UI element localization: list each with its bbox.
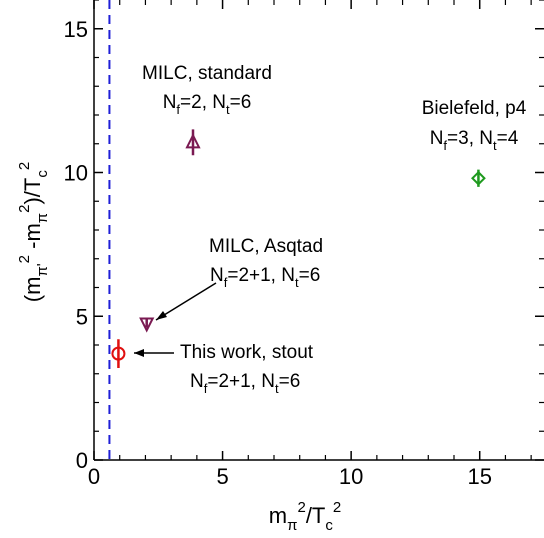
y-tick-label: 10 bbox=[64, 161, 88, 186]
label-bielefeld-line2: Nf=3, Nt=4 bbox=[430, 128, 519, 153]
x-tick-label: 0 bbox=[88, 464, 100, 489]
label-this-work-line2: Nf=2+1, Nt=6 bbox=[190, 371, 300, 396]
y-tick-label: 5 bbox=[76, 304, 88, 329]
label-milc-asqtad-line1: MILC, Asqtad bbox=[209, 236, 323, 257]
label-this-work-line1: This work, stout bbox=[180, 342, 314, 363]
x-tick-label: 15 bbox=[467, 464, 491, 489]
marker-triangle-up bbox=[185, 133, 201, 149]
arrow-asqtad bbox=[155, 282, 217, 321]
point-milc-asqtad bbox=[139, 317, 155, 333]
label-milc-standard-line2: Nf=2, Nt=6 bbox=[163, 92, 252, 117]
plot-area: 0 5 10 15 0 5 10 15 bbox=[64, 0, 544, 489]
point-bielefeld-p4 bbox=[471, 169, 486, 187]
y-tick-label: 0 bbox=[76, 448, 88, 473]
marker-diamond bbox=[471, 170, 486, 186]
arrow-this-work-head bbox=[134, 349, 144, 357]
x-axis-label: mπ2/Tc2 bbox=[269, 499, 341, 534]
x-tick-label: 5 bbox=[216, 464, 228, 489]
point-this-work-stout bbox=[111, 339, 126, 368]
marker-triangle-down bbox=[139, 317, 155, 333]
marker-circle bbox=[111, 346, 126, 361]
point-milc-standard bbox=[185, 129, 201, 156]
label-bielefeld-line1: Bielefeld, p4 bbox=[422, 98, 527, 119]
data-marks bbox=[111, 129, 486, 368]
x-tick-label: 10 bbox=[339, 464, 363, 489]
y-axis-label: (mπ'2 -mπ2)/Tc2 bbox=[16, 162, 51, 302]
label-milc-asqtad-line2: Nf=2+1, Nt=6 bbox=[210, 265, 320, 290]
label-milc-standard-line1: MILC, standard bbox=[142, 63, 272, 84]
y-tick-label: 15 bbox=[64, 17, 88, 42]
arrow-asqtad-head bbox=[156, 311, 167, 320]
